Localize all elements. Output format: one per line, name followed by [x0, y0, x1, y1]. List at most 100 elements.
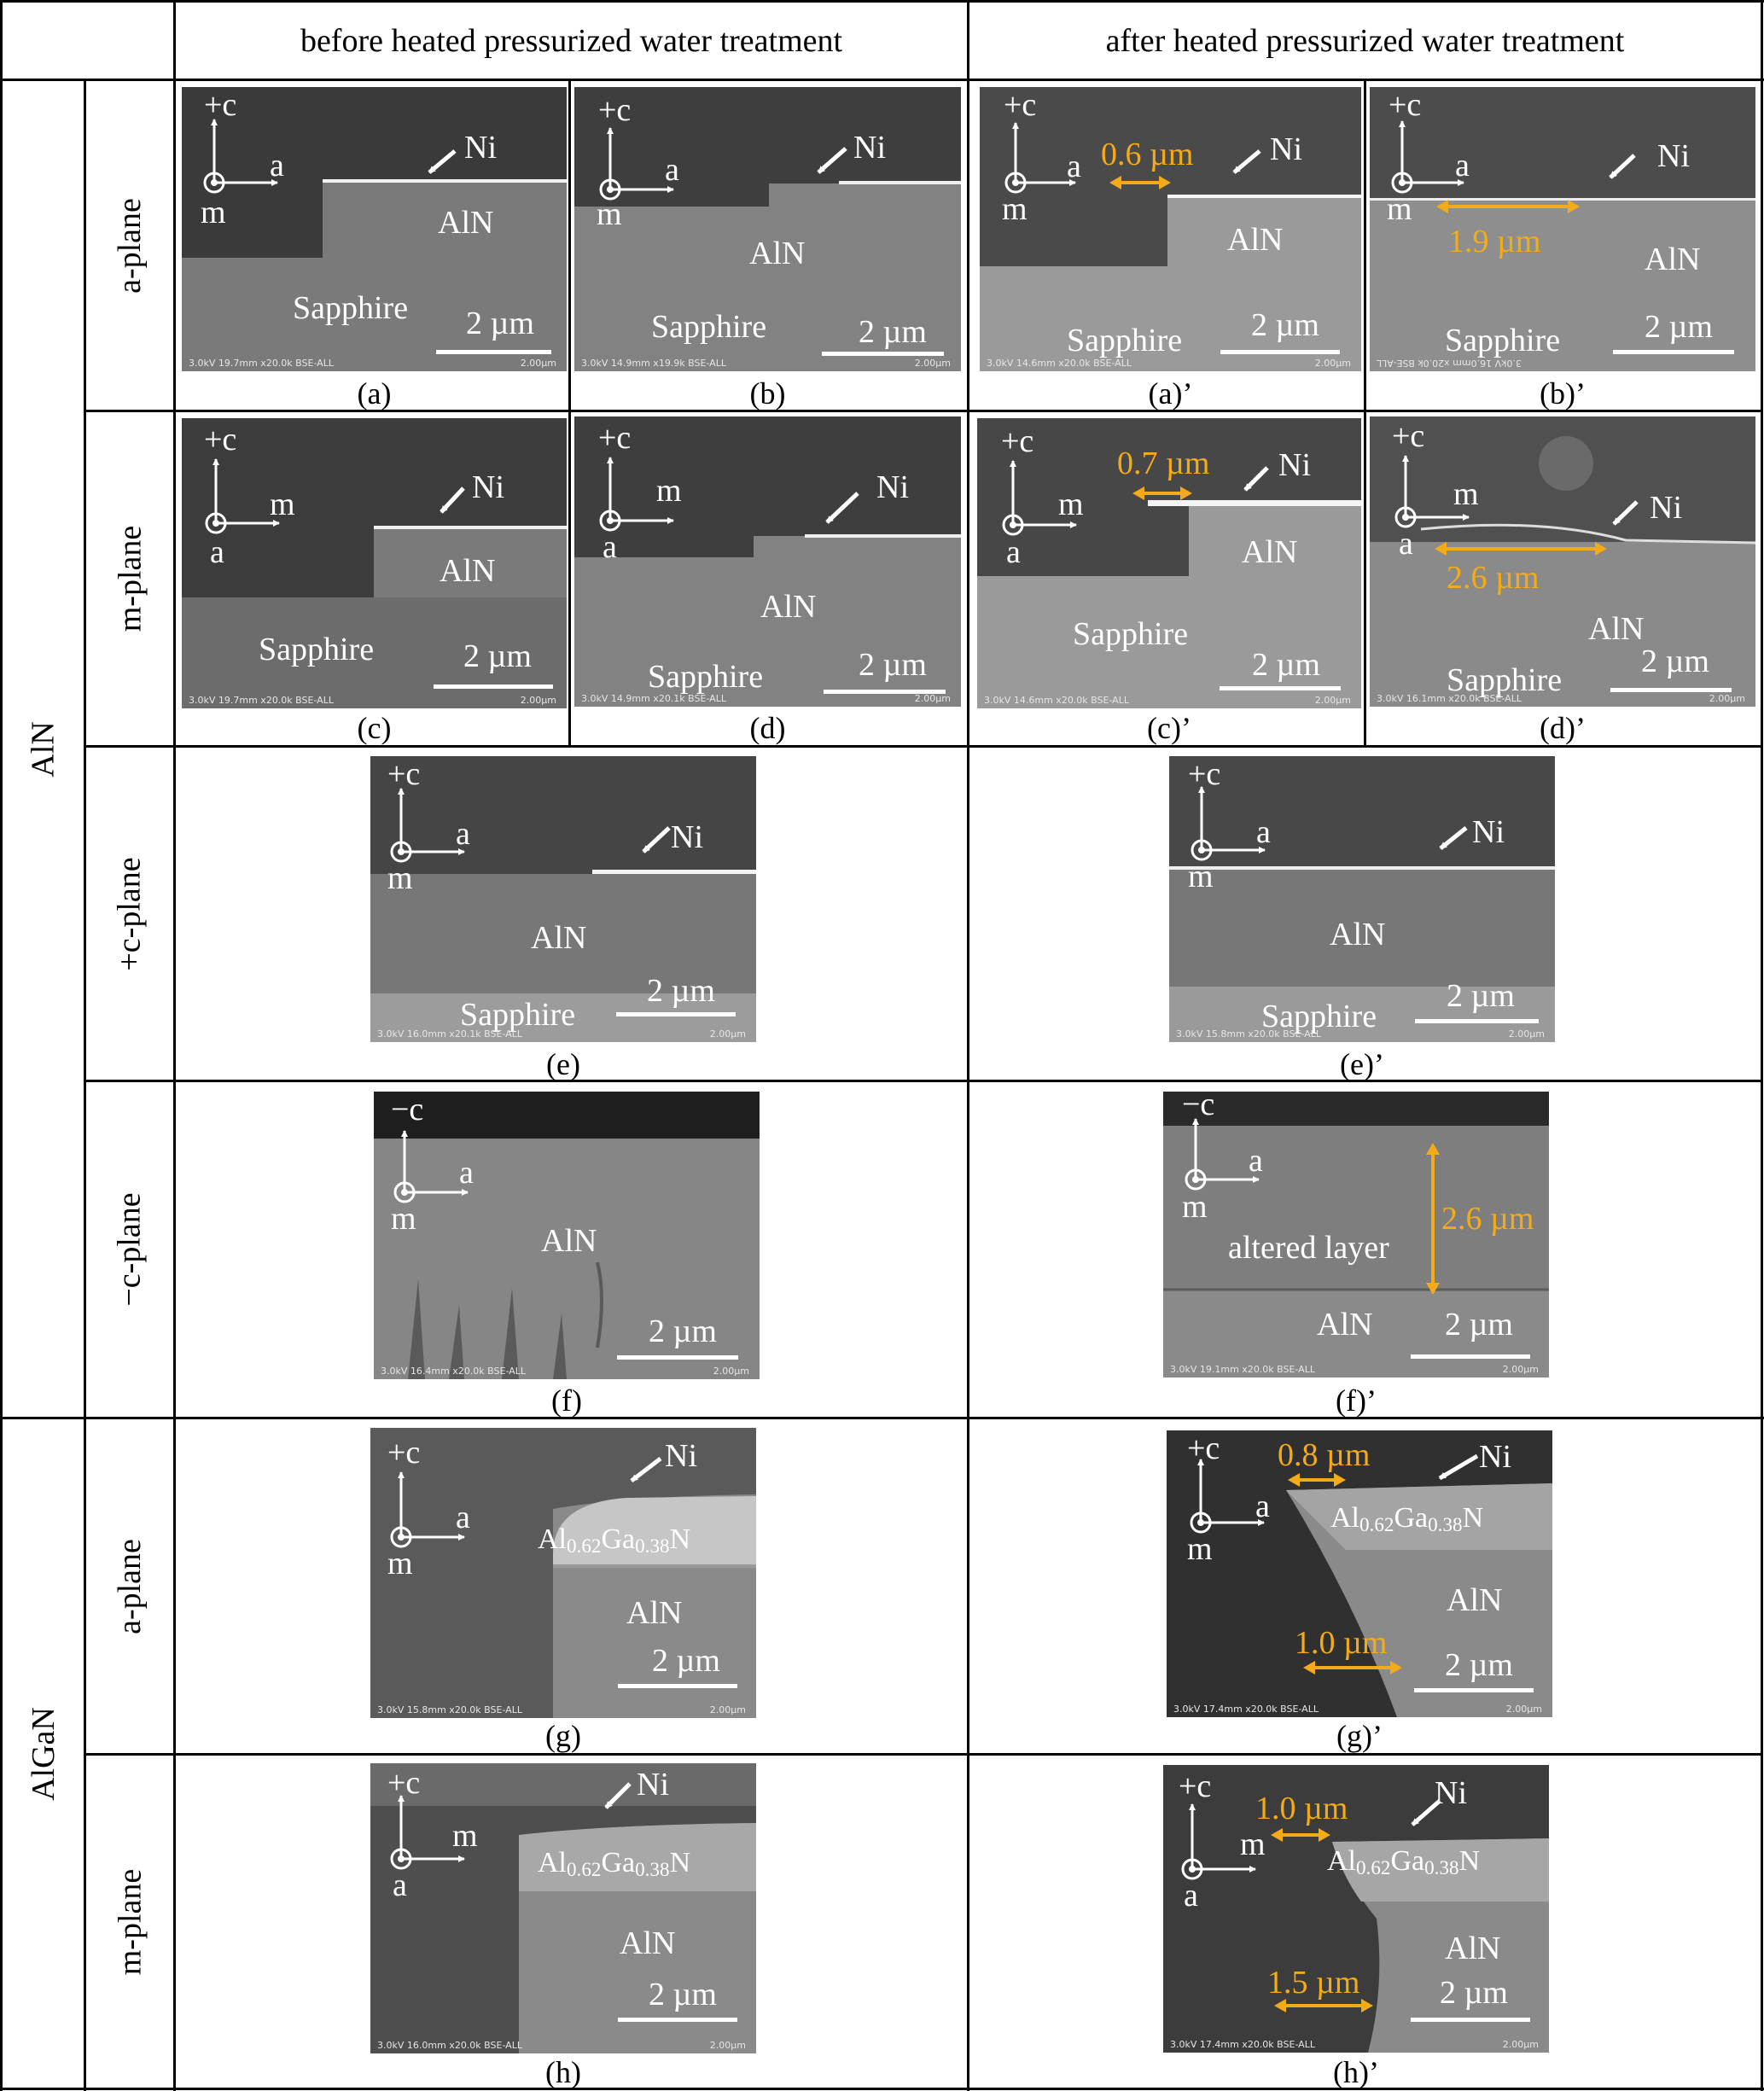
label-aln: AlN — [1242, 534, 1298, 570]
label-aln: AlN — [541, 1223, 597, 1259]
caption-h: (h) — [545, 2055, 581, 2089]
axis-label-c: +c — [1001, 423, 1034, 459]
row-label-algan-m-plane: m-plane — [112, 1868, 148, 1975]
scale-bar — [1411, 2018, 1530, 2022]
label-ni: Ni — [1278, 447, 1311, 483]
col-divider-3 — [967, 0, 969, 2091]
scale-label: 2 µm — [652, 1643, 720, 1679]
table-border-top — [0, 0, 1764, 3]
axis-label-m: m — [452, 1818, 478, 1854]
sem-scale: 2.00µm — [709, 2040, 746, 2051]
axis-label-m: m — [1058, 486, 1084, 522]
label-algan: Al0.62Ga0.38N — [1330, 1502, 1484, 1537]
axis-label-c: −c — [391, 1092, 424, 1127]
header-after: after heated pressurized water treatment — [1105, 22, 1625, 59]
label-ni: Ni — [876, 469, 909, 505]
row-label-aln-plus-c-plane: +c-plane — [112, 856, 148, 971]
axis-label-m: m — [391, 1201, 416, 1237]
label-ni: Ni — [1435, 1775, 1467, 1811]
sem-info: 3.0kV 16.0mm x20.1k BSE-ALL — [377, 1028, 522, 1040]
sem-image-d: +c m a Ni AlN Sapphire 2 µm 3.0kV 14.9mm… — [574, 416, 961, 707]
axis-label-a: a — [1455, 148, 1470, 183]
label-ni: Ni — [671, 819, 703, 855]
sem-scale: 2.00µm — [1709, 693, 1745, 704]
measure-label: 2.6 µm — [1447, 560, 1540, 596]
axis-label-c: +c — [387, 756, 421, 792]
axis-label-a: a — [393, 1867, 407, 1903]
label-aln: AlN — [1645, 242, 1701, 277]
axis-label-a: a — [459, 1155, 474, 1191]
scale-label: 2 µm — [649, 1313, 717, 1349]
sem-info: 3.0kV 16.0mm x20.0k BSE-ALL — [1377, 358, 1522, 369]
caption-g: (g) — [545, 1719, 581, 1753]
axis-label-c: +c — [1004, 87, 1037, 123]
axis-label-c: +c — [1179, 1768, 1212, 1804]
label-ni: Ni — [1270, 131, 1302, 167]
axis-label-m: m — [387, 1546, 413, 1581]
scale-bar — [1613, 350, 1734, 354]
label-sapphire: Sapphire — [1447, 662, 1563, 698]
sem-scale: 2.00µm — [709, 1028, 746, 1040]
sem-image-a-prime: +c a m 0.6 µm Ni AlN Sapphire 2 µm 3.0kV… — [980, 87, 1361, 371]
table-border-left — [0, 0, 3, 2091]
axis-label-c: +c — [204, 87, 237, 123]
label-aln: AlN — [438, 205, 494, 241]
sem-scale: 2.00µm — [914, 693, 951, 704]
sem-image-h: +c m a Ni Al0.62Ga0.38N AlN 2 µm 3.0kV 1… — [370, 1763, 756, 2053]
measure-label: 2.6 µm — [1441, 1201, 1534, 1237]
label-ni: Ni — [665, 1438, 697, 1474]
header-before: before heated pressurized water treatmen… — [300, 22, 843, 59]
label-ni: Ni — [1650, 490, 1682, 526]
axis-label-a: a — [1249, 1143, 1263, 1179]
sem-info: 3.0kV 17.4mm x20.0k BSE-ALL — [1170, 2039, 1315, 2050]
label-ni: Ni — [1472, 814, 1505, 850]
axis-label-m: m — [1453, 476, 1479, 512]
caption-a-prime: (a)’ — [1148, 376, 1193, 411]
sem-image-b-prime: +c a m Ni 1.9 µm AlN Sapphire 2 µm 3.0kV… — [1370, 87, 1755, 371]
sem-scale: 2.00µm — [914, 358, 951, 369]
axis-label-c: +c — [1388, 87, 1422, 123]
sem-scale: 2.00µm — [1502, 1364, 1539, 1375]
sem-image-c-prime: +c m a 0.7 µm Ni AlN Sapphire 2 µm 3.0kV… — [977, 418, 1361, 708]
axis-label-a: a — [210, 534, 224, 570]
label-sapphire: Sapphire — [1067, 323, 1183, 358]
measure-label: 0.7 µm — [1117, 446, 1210, 481]
row-label-aln-m-plane: m-plane — [112, 525, 148, 632]
scale-label: 2 µm — [1645, 309, 1713, 345]
caption-e: (e) — [546, 1047, 580, 1081]
axis-label-c: +c — [598, 420, 632, 456]
label-ni: Ni — [472, 469, 504, 505]
sem-scale: 2.00µm — [709, 1704, 746, 1715]
caption-d: (d) — [749, 711, 786, 745]
axis-label-c: +c — [1188, 756, 1221, 792]
sem-info: 3.0kV 17.4mm x20.0k BSE-ALL — [1173, 1704, 1319, 1715]
label-aln: AlN — [1227, 222, 1284, 258]
scale-bar — [1220, 350, 1340, 354]
scale-bar — [1610, 688, 1732, 692]
sem-image-f: −c a m AlN 2 µm 3.0kV 16.4mm x20.0k BSE-… — [374, 1092, 760, 1379]
sem-image-f-prime: −c a m 2.6 µm altered layer AlN 2 µm 3.0… — [1163, 1092, 1549, 1377]
axis-label-m: m — [1387, 191, 1412, 227]
axis-label-m: m — [270, 486, 295, 522]
sem-info: 3.0kV 16.0mm x20.0k BSE-ALL — [377, 2040, 522, 2051]
axis-label-a: a — [603, 529, 617, 565]
scale-label: 2 µm — [859, 314, 927, 350]
sem-image-a: +c a m Ni AlN Sapphire 2 µm 3.0kV 19.7mm… — [182, 87, 567, 371]
measure-label: 1.9 µm — [1448, 224, 1541, 259]
col-divider-1 — [84, 79, 86, 2091]
scale-label: 2 µm — [649, 1977, 717, 2012]
row-label-aln-minus-c-plane: −c-plane — [112, 1192, 148, 1307]
sem-image-g: +c a m Ni Al0.62Ga0.38N AlN 2 µm 3.0kV 1… — [370, 1428, 756, 1718]
axis-label-a: a — [1399, 526, 1413, 562]
label-aln: AlN — [620, 1925, 676, 1961]
sem-image-h-prime: +c m a 1.0 µm Ni Al0.62Ga0.38N AlN 1.5 µ… — [1163, 1765, 1549, 2053]
label-algan: Al0.62Ga0.38N — [538, 1523, 691, 1558]
axis-label-m: m — [1187, 1531, 1213, 1567]
measure-label: 0.6 µm — [1101, 137, 1194, 172]
sem-scale: 2.00µm — [1314, 695, 1351, 706]
group-label-aln: AlN — [25, 720, 61, 778]
scale-bar — [618, 1684, 737, 1688]
label-sapphire: Sapphire — [651, 309, 767, 345]
subcol-divider-after — [1364, 79, 1366, 747]
axis-label-a: a — [1256, 814, 1271, 850]
